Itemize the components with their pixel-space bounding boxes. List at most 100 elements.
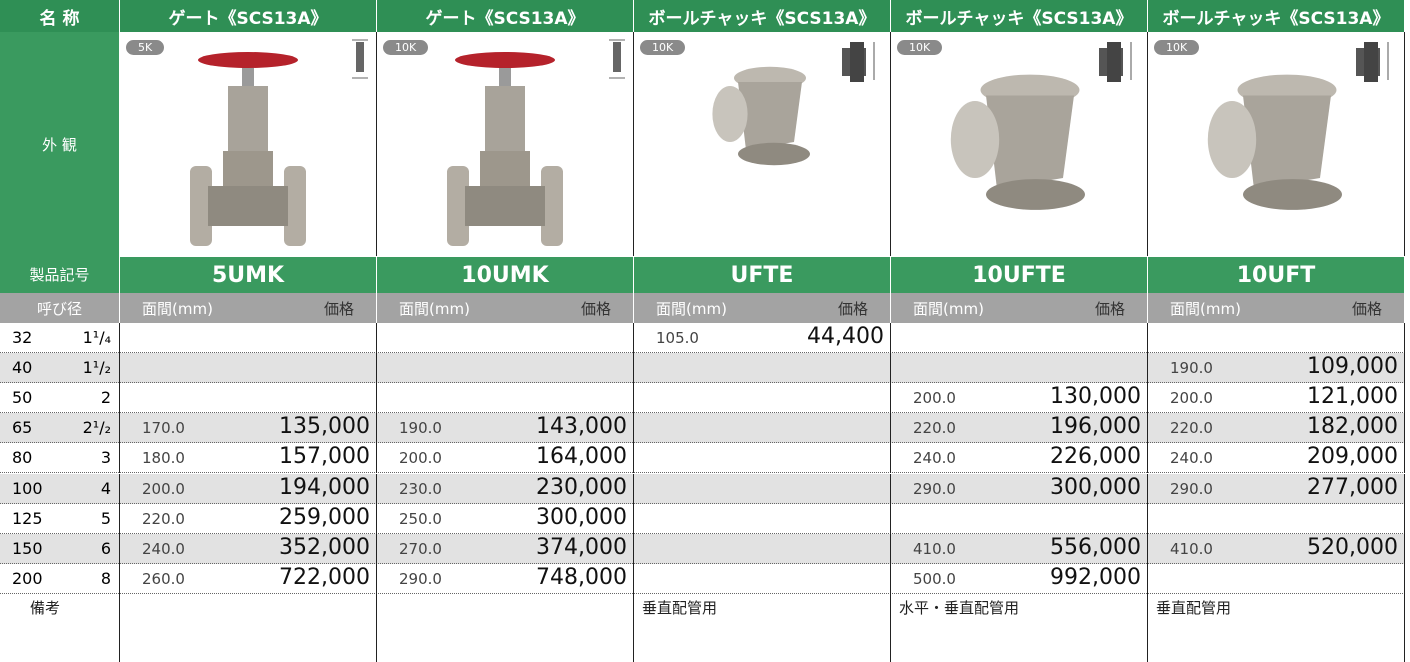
remarks-label: 備考 bbox=[0, 593, 120, 662]
size-cell: 200 8 bbox=[0, 563, 120, 594]
price-cell: 410.0 556,000 bbox=[891, 533, 1148, 564]
size-inch: 2¹/₂ bbox=[82, 418, 111, 438]
face-label: 面間(mm) bbox=[1170, 300, 1241, 318]
price-cell: 220.0 196,000 bbox=[891, 413, 1148, 444]
size-label: 呼び径 bbox=[0, 293, 120, 323]
price: 277,000 bbox=[1307, 474, 1398, 500]
size-mm: 150 bbox=[12, 538, 43, 558]
column-title: ゲート《SCS13A》 bbox=[377, 0, 634, 32]
dimension-icon bbox=[352, 38, 368, 84]
size-badge: 10K bbox=[897, 40, 943, 55]
remark: 垂直配管用 bbox=[1148, 593, 1405, 662]
size-inch: 4 bbox=[100, 478, 111, 498]
price: 300,000 bbox=[536, 504, 627, 530]
product-code: UFTE bbox=[634, 256, 891, 293]
price: 164,000 bbox=[536, 444, 627, 470]
size-badge: 5K bbox=[126, 40, 165, 55]
price-cell: 500.0 992,000 bbox=[891, 563, 1148, 594]
subheader-cell: 面間(mm) 価格 bbox=[891, 293, 1148, 323]
product-code: 10UFT bbox=[1148, 256, 1405, 293]
product-image-cell: 5K bbox=[120, 32, 377, 256]
price-cell: 190.0 143,000 bbox=[377, 413, 634, 444]
face-label: 面間(mm) bbox=[142, 300, 213, 318]
dimension-icon bbox=[838, 38, 882, 88]
appearance-label: 外 観 bbox=[0, 32, 120, 256]
price: 143,000 bbox=[536, 414, 627, 440]
product-image-cell: 10K bbox=[634, 32, 891, 256]
table-row: 50 2 200.0 130,000 200.0 121,000 bbox=[0, 383, 1405, 414]
price-cell bbox=[891, 323, 1148, 354]
price-cell bbox=[377, 353, 634, 384]
subheader-cell: 面間(mm) 価格 bbox=[377, 293, 634, 323]
price-cell bbox=[634, 533, 891, 564]
price-cell: 240.0 226,000 bbox=[891, 443, 1148, 474]
price: 520,000 bbox=[1307, 534, 1398, 560]
price-cell bbox=[634, 503, 891, 534]
face-to-face: 180.0 bbox=[142, 449, 185, 468]
price: 992,000 bbox=[1050, 564, 1141, 590]
size-cell: 32 1¹/₄ bbox=[0, 323, 120, 354]
face-to-face: 105.0 bbox=[656, 329, 699, 347]
price-cell bbox=[120, 383, 377, 414]
size-inch: 8 bbox=[100, 568, 111, 588]
size-inch: 3 bbox=[100, 448, 111, 468]
size-badge: 10K bbox=[1154, 40, 1200, 55]
subheader-cell: 面間(mm) 価格 bbox=[120, 293, 377, 323]
price-cell bbox=[634, 413, 891, 444]
face-to-face: 220.0 bbox=[142, 509, 185, 528]
price-label: 価格 bbox=[1094, 300, 1125, 318]
face-to-face: 220.0 bbox=[1170, 419, 1213, 438]
price: 182,000 bbox=[1307, 414, 1398, 440]
remark bbox=[120, 593, 377, 662]
remark bbox=[377, 593, 634, 662]
remark: 水平・垂直配管用 bbox=[891, 593, 1148, 662]
product-photo bbox=[698, 46, 826, 178]
product-image-cell: 10K bbox=[377, 32, 634, 256]
price-cell bbox=[891, 353, 1148, 384]
price-label: 価格 bbox=[323, 300, 354, 318]
size-cell: 80 3 bbox=[0, 443, 120, 474]
face-to-face: 290.0 bbox=[399, 569, 442, 588]
price: 748,000 bbox=[536, 564, 627, 590]
price-cell bbox=[120, 323, 377, 354]
price: 121,000 bbox=[1307, 384, 1398, 410]
size-mm: 32 bbox=[12, 328, 33, 347]
price-label: 価格 bbox=[837, 300, 868, 318]
price-cell: 290.0 300,000 bbox=[891, 473, 1148, 504]
price: 44,400 bbox=[807, 324, 884, 349]
table-row: 100 4 200.0 194,000 230.0 230,000 290.0 300,000… bbox=[0, 473, 1405, 504]
face-to-face: 190.0 bbox=[1170, 359, 1213, 378]
face-to-face: 410.0 bbox=[1170, 539, 1213, 558]
table-row: 200 8 260.0 722,000 290.0 748,000 500.0 992,000 bbox=[0, 563, 1405, 594]
code-label: 製品記号 bbox=[0, 256, 120, 293]
product-photo bbox=[1188, 46, 1364, 226]
face-to-face: 240.0 bbox=[913, 449, 956, 468]
subheader-cell: 面間(mm) 価格 bbox=[634, 293, 891, 323]
size-cell: 150 6 bbox=[0, 533, 120, 564]
price-cell: 290.0 748,000 bbox=[377, 563, 634, 594]
price: 209,000 bbox=[1307, 444, 1398, 470]
price-cell bbox=[1148, 323, 1405, 354]
dimension-icon bbox=[1352, 38, 1396, 88]
price-cell bbox=[634, 563, 891, 594]
face-to-face: 240.0 bbox=[142, 539, 185, 558]
price-cell: 290.0 277,000 bbox=[1148, 473, 1405, 504]
size-inch: 2 bbox=[100, 388, 111, 408]
face-to-face: 200.0 bbox=[399, 449, 442, 468]
product-photo bbox=[931, 46, 1107, 226]
size-mm: 125 bbox=[12, 508, 43, 528]
price: 352,000 bbox=[279, 534, 370, 560]
dimension-icon bbox=[1095, 38, 1139, 88]
table-row: 32 1¹/₄ 105.0 44,400 bbox=[0, 323, 1405, 354]
size-badge: 10K bbox=[383, 40, 429, 55]
size-mm: 40 bbox=[12, 358, 33, 378]
price-cell: 105.0 44,400 bbox=[634, 323, 891, 354]
size-inch: 1¹/₄ bbox=[82, 328, 111, 347]
price: 226,000 bbox=[1050, 444, 1141, 470]
size-inch: 5 bbox=[100, 508, 111, 528]
price-cell: 270.0 374,000 bbox=[377, 533, 634, 564]
table-row: 40 1¹/₂ 190.0 109,000 bbox=[0, 353, 1405, 384]
dimension-icon bbox=[609, 38, 625, 84]
column-title: ボールチャッキ《SCS13A》 bbox=[634, 0, 891, 32]
size-mm: 100 bbox=[12, 478, 43, 498]
